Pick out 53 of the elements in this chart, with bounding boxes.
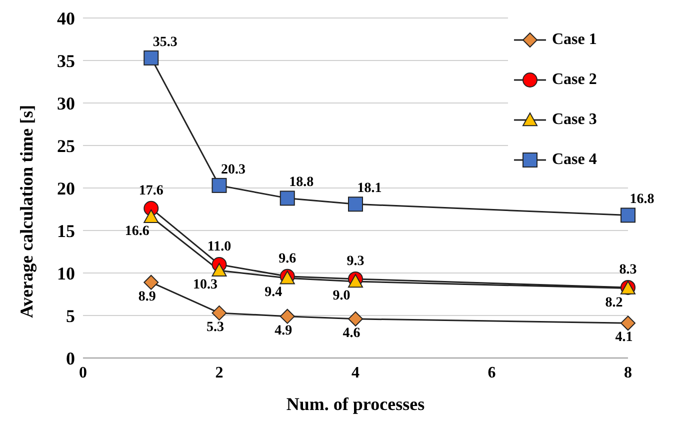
data-label: 17.6 [138, 183, 164, 198]
x-tick-label: 2 [215, 364, 224, 382]
x-tick-label: 6 [488, 364, 496, 382]
y-tick-label: 40 [57, 8, 75, 28]
y-tick-label: 30 [57, 93, 75, 114]
data-label: 8.9 [138, 289, 156, 304]
point [348, 196, 363, 212]
data-label: 16.6 [124, 224, 150, 239]
point [144, 50, 159, 66]
y-tick-label: 5 [66, 306, 75, 326]
data-label: 11.0 [207, 240, 232, 254]
data-label: 9.0 [332, 288, 350, 304]
data-label: 18.8 [289, 175, 314, 190]
data-label: 9.3 [346, 254, 364, 269]
point [280, 190, 295, 206]
data-label: 4.9 [274, 323, 292, 338]
point [620, 316, 636, 331]
data-label: 20.3 [221, 162, 246, 178]
data-label: 10.3 [193, 277, 218, 292]
data-label: 4.1 [615, 330, 633, 346]
x-axis-title: Num. of processes [286, 394, 425, 414]
y-axis-title: Average calculation time [s] [16, 104, 36, 318]
y-tick-label: 35 [57, 50, 75, 71]
data-label: 18.1 [357, 181, 382, 196]
x-tick-label: 8 [624, 364, 632, 382]
data-label: 5.3 [206, 320, 224, 335]
point [348, 274, 363, 288]
point [348, 311, 363, 326]
point [144, 274, 159, 290]
data-label: 9.4 [264, 285, 282, 300]
point [280, 308, 295, 324]
point [620, 208, 636, 223]
y-tick-label: 15 [57, 220, 75, 241]
x-tick-label: 4 [352, 364, 360, 382]
data-label: 8.2 [605, 295, 623, 310]
legend-label: Case 2 [552, 71, 597, 89]
point [212, 262, 227, 277]
data-label: 16.8 [630, 192, 654, 208]
y-tick-label: 25 [57, 136, 75, 156]
point [144, 209, 159, 223]
x-tick-label: 0 [79, 364, 87, 382]
data-label: 9.6 [278, 251, 296, 266]
legend-label: Case 3 [552, 111, 597, 129]
y-tick-label: 10 [57, 263, 75, 284]
legend-label: Case 4 [552, 151, 597, 169]
y-tick-label: 20 [57, 178, 75, 198]
data-label: 4.6 [342, 326, 360, 341]
legend-label: Case 1 [552, 31, 597, 49]
y-tick-label: 0 [66, 348, 75, 368]
data-label: 8.3 [619, 262, 637, 278]
point [212, 305, 227, 320]
data-label: 35.3 [152, 34, 178, 50]
point [212, 178, 227, 193]
